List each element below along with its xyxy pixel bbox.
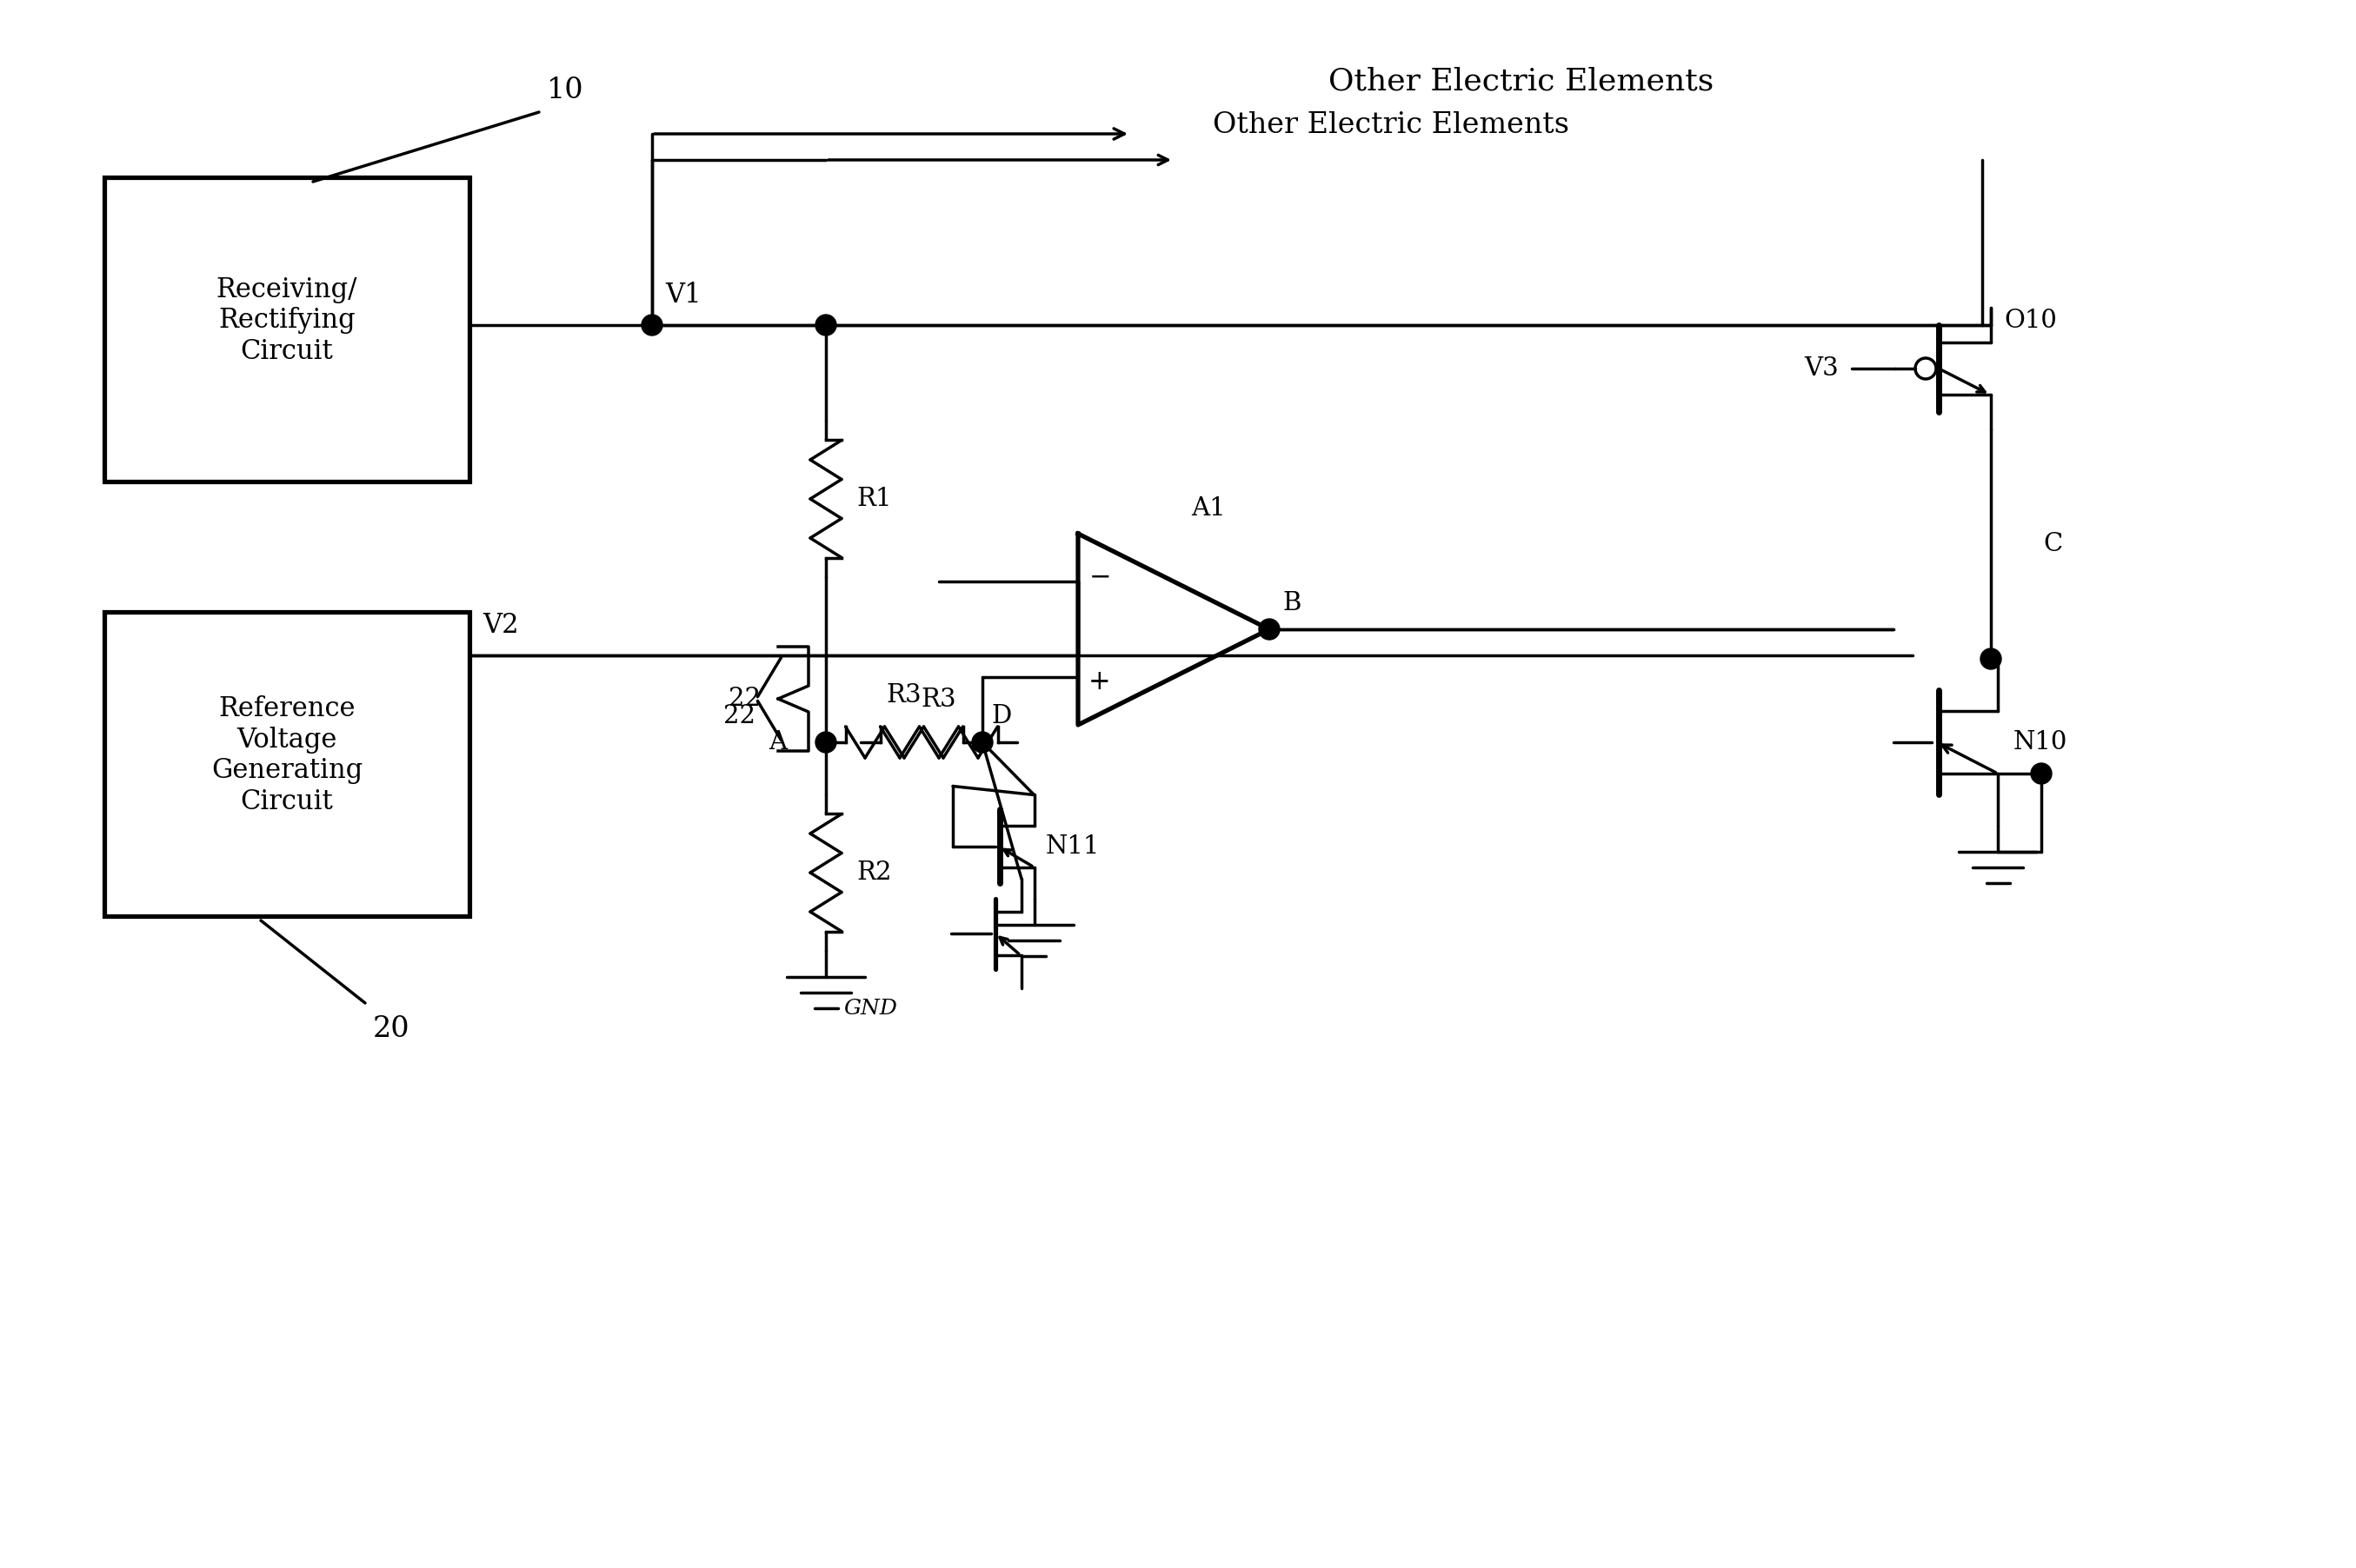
- Text: −: −: [1088, 563, 1110, 591]
- Text: V3: V3: [1805, 356, 1838, 381]
- FancyBboxPatch shape: [104, 177, 469, 481]
- Text: R3: R3: [921, 687, 957, 712]
- Text: Reference
Voltage
Generating
Circuit: Reference Voltage Generating Circuit: [212, 695, 363, 815]
- Text: R1: R1: [855, 486, 891, 511]
- Text: N11: N11: [1046, 834, 1100, 859]
- Circle shape: [1981, 649, 2000, 670]
- Circle shape: [973, 732, 992, 753]
- Text: Other Electric Elements: Other Electric Elements: [1213, 111, 1569, 140]
- Text: R2: R2: [855, 861, 891, 884]
- Text: D: D: [992, 704, 1011, 729]
- Text: Receiving/
Rectifying
Circuit: Receiving/ Rectifying Circuit: [217, 276, 358, 365]
- Text: 22: 22: [728, 687, 761, 710]
- FancyBboxPatch shape: [104, 612, 469, 916]
- Text: 20: 20: [372, 1014, 410, 1043]
- Text: A1: A1: [1192, 497, 1225, 521]
- Circle shape: [815, 315, 836, 336]
- Text: +: +: [1088, 668, 1112, 695]
- Circle shape: [815, 732, 836, 753]
- Text: C: C: [2043, 532, 2062, 557]
- Text: 22: 22: [723, 704, 754, 729]
- Text: O10: O10: [2005, 309, 2057, 332]
- Text: A: A: [768, 731, 787, 754]
- Text: 10: 10: [547, 77, 584, 105]
- Text: B: B: [1282, 591, 1301, 615]
- Circle shape: [2031, 764, 2052, 784]
- Text: R3: R3: [886, 684, 921, 707]
- Text: Other Electric Elements: Other Electric Elements: [1329, 67, 1715, 97]
- Circle shape: [1258, 619, 1279, 640]
- Circle shape: [641, 315, 662, 336]
- Text: N10: N10: [2014, 731, 2069, 754]
- Text: V2: V2: [483, 612, 518, 638]
- Text: V1: V1: [664, 281, 702, 309]
- Text: GND: GND: [843, 999, 898, 1019]
